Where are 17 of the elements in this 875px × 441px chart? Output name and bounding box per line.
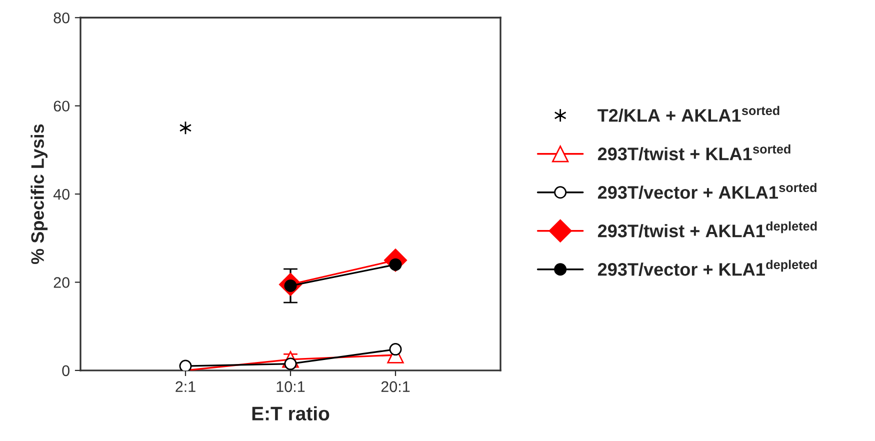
y-tick-label: 40 — [53, 188, 70, 200]
x-axis-title: E:T ratio — [252, 406, 330, 420]
legend-label: 293T/twist + AKLA1$^{depleted}$ — [598, 221, 817, 238]
legend-label: T2/KLA + AKLA1$^{sorted}$ — [598, 106, 780, 122]
y-tick-label: 60 — [54, 100, 70, 112]
x-tick-label: 2:1 — [176, 381, 196, 392]
point — [389, 343, 402, 356]
y-axis-title: % Specific Lysis — [30, 124, 48, 264]
legend-label: 293T/vector + AKLA1$^{sorted}$ — [598, 182, 816, 200]
x-tick-label: 20:1 — [381, 381, 410, 392]
y-tick-label: 0 — [62, 365, 70, 376]
y-tick-label: 80 — [54, 12, 70, 24]
x-tick-label: 10:1 — [276, 381, 305, 392]
y-tick-label: 20 — [54, 277, 70, 288]
legend-label: 293T/vector + KLA1$^{depleted}$ — [598, 260, 817, 276]
point — [179, 360, 192, 370]
legend-label: 293T/twist + KLA1$^{sorted}$ — [598, 144, 790, 161]
